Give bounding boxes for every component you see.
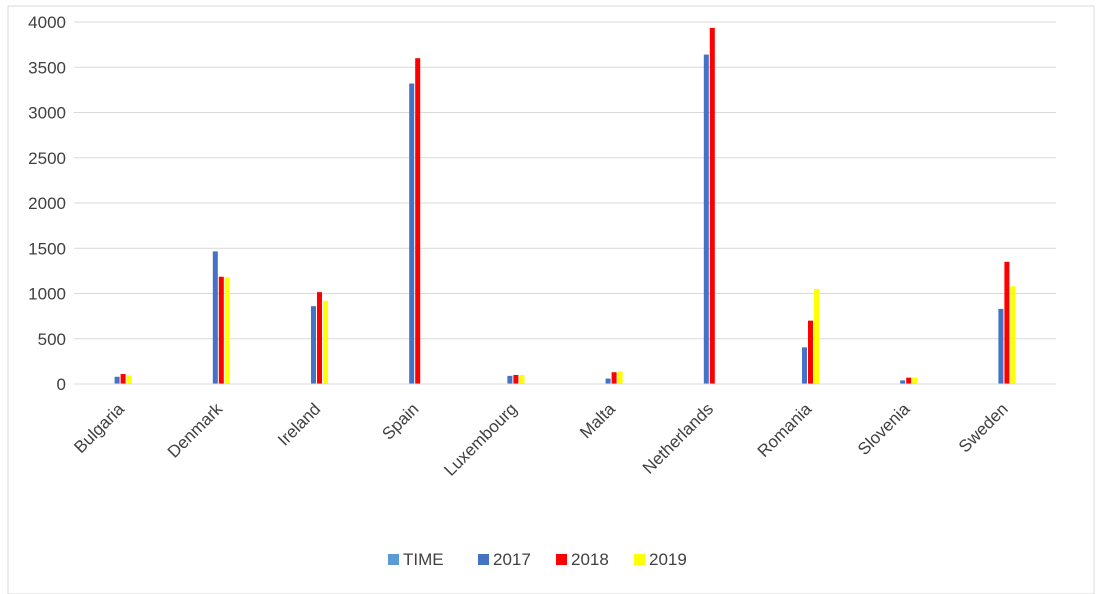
bar-2017-ireland bbox=[311, 306, 316, 384]
legend-label-2018: 2018 bbox=[571, 550, 609, 569]
legend-swatch-TIME bbox=[388, 554, 399, 565]
bar-2018-sweden bbox=[1004, 261, 1010, 384]
legend: TIME 2017 2018 2019 bbox=[388, 550, 687, 569]
bar-2018-malta bbox=[611, 372, 617, 384]
y-tick-label: 1500 bbox=[28, 239, 66, 258]
y-tick-label: 3500 bbox=[28, 58, 66, 77]
y-tick-label: 1000 bbox=[28, 285, 66, 304]
bar-2017-malta bbox=[605, 378, 611, 384]
bar-2019-ireland bbox=[323, 300, 328, 384]
legend-swatch-2018 bbox=[556, 554, 567, 565]
bar-2018-luxembourg bbox=[513, 374, 519, 384]
legend-label-2017: 2017 bbox=[493, 550, 531, 569]
legend-label-TIME: TIME bbox=[403, 550, 444, 569]
bar-2018-spain bbox=[415, 58, 421, 384]
y-tick-label: 4000 bbox=[28, 13, 66, 32]
y-tick-label: 3000 bbox=[28, 104, 66, 123]
y-axis: 0 500 1000 1500 2000 2500 3000 3500 4000 bbox=[28, 13, 66, 394]
bar-2017-bulgaria bbox=[114, 376, 120, 384]
chart-frame bbox=[7, 5, 1095, 594]
bar-2019-bulgaria bbox=[126, 375, 132, 384]
bar-2017-netherlands bbox=[703, 54, 709, 385]
bar-2018-bulgaria bbox=[120, 374, 126, 384]
bar-2019-denmark bbox=[224, 277, 230, 384]
bar-2018-slovenia bbox=[906, 377, 912, 384]
bar-2019-sweden bbox=[1010, 286, 1016, 384]
bar-2017-romania bbox=[802, 347, 807, 384]
bar-2017-luxembourg bbox=[507, 375, 513, 384]
bar-2019-slovenia bbox=[912, 377, 918, 384]
bar-2017-denmark bbox=[212, 251, 218, 384]
bar-2018-denmark bbox=[218, 276, 224, 384]
bar-2017-spain bbox=[409, 83, 415, 384]
bar-2018-ireland bbox=[317, 292, 322, 384]
bar-2018-netherlands bbox=[709, 27, 715, 384]
legend-label-2019: 2019 bbox=[649, 550, 687, 569]
bars bbox=[114, 27, 1016, 385]
bar-2018-romania bbox=[808, 320, 813, 384]
bar-2019-malta bbox=[617, 371, 623, 384]
bar-2019-luxembourg bbox=[519, 374, 525, 384]
y-tick-label: 500 bbox=[38, 330, 66, 349]
legend-swatch-2019 bbox=[634, 554, 645, 565]
y-tick-label: 2500 bbox=[28, 149, 66, 168]
y-tick-label: 0 bbox=[57, 375, 66, 394]
y-tick-label: 2000 bbox=[28, 194, 66, 213]
bar-2017-slovenia bbox=[900, 380, 906, 384]
bar-2019-romania bbox=[814, 288, 819, 384]
gridlines bbox=[74, 21, 1056, 385]
bar-2017-sweden bbox=[998, 308, 1004, 384]
legend-swatch-2017 bbox=[478, 554, 489, 565]
